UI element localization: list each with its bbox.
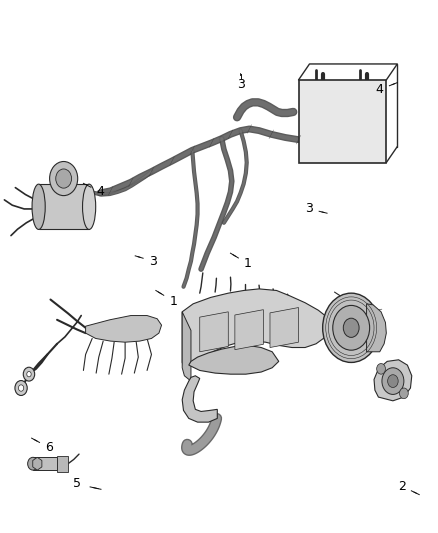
Circle shape — [28, 457, 38, 470]
Text: 2: 2 — [397, 480, 405, 492]
Circle shape — [15, 381, 27, 395]
Circle shape — [56, 169, 71, 188]
Bar — [33, 457, 57, 470]
Polygon shape — [234, 310, 263, 350]
Polygon shape — [182, 289, 326, 369]
Circle shape — [27, 372, 31, 377]
Polygon shape — [188, 345, 278, 374]
Polygon shape — [182, 376, 217, 422]
Ellipse shape — [82, 184, 95, 229]
Text: 3: 3 — [236, 78, 244, 91]
Circle shape — [332, 305, 369, 350]
Text: 5: 5 — [73, 478, 81, 490]
Polygon shape — [199, 312, 228, 352]
Polygon shape — [33, 457, 42, 470]
Bar — [57, 456, 68, 472]
Ellipse shape — [32, 184, 45, 229]
Circle shape — [49, 161, 78, 196]
Circle shape — [18, 385, 24, 391]
Bar — [39, 184, 89, 229]
Circle shape — [322, 293, 379, 362]
Circle shape — [376, 364, 385, 374]
Circle shape — [387, 375, 397, 387]
Text: 1: 1 — [244, 257, 251, 270]
Polygon shape — [366, 304, 385, 352]
Circle shape — [343, 318, 358, 337]
Text: 6: 6 — [45, 441, 53, 454]
Bar — [298, 80, 385, 163]
Polygon shape — [182, 312, 191, 381]
Text: 4: 4 — [96, 185, 104, 198]
Polygon shape — [269, 308, 298, 348]
Text: 4: 4 — [375, 83, 383, 96]
Circle shape — [381, 368, 403, 394]
Circle shape — [23, 367, 35, 381]
Text: 3: 3 — [148, 255, 156, 268]
Text: 1: 1 — [169, 295, 177, 308]
Circle shape — [399, 388, 407, 399]
Polygon shape — [373, 360, 411, 401]
Polygon shape — [85, 316, 161, 342]
Text: 3: 3 — [305, 203, 313, 215]
